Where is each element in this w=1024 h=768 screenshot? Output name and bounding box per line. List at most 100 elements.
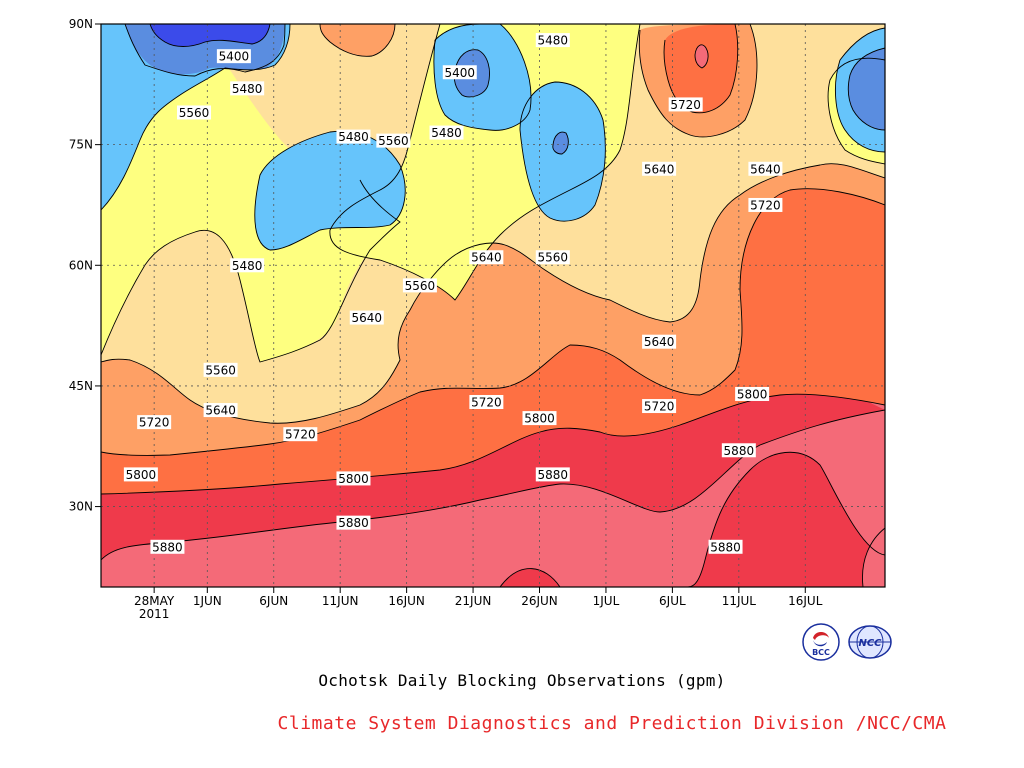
contour-label-box (216, 49, 251, 64)
contour-label-text: 5640 (644, 162, 675, 176)
contour-label: 5400 (216, 49, 251, 64)
contour-label-text: 5560 (538, 251, 569, 265)
contour-label-box (336, 515, 371, 530)
contour-label-text: 5560 (179, 106, 210, 120)
contour-label-text: 5800 (524, 412, 555, 426)
contour-label-text: 5400 (445, 66, 476, 80)
contour-label-box (336, 471, 371, 486)
chart-credit: Climate System Diagnostics and Predictio… (277, 713, 947, 734)
band-5720 (320, 24, 395, 57)
contour-label: 5560 (376, 133, 411, 148)
contour-label-box (177, 105, 212, 120)
contour-label-text: 5640 (750, 162, 781, 176)
contour-label-box (708, 539, 743, 554)
contour-label-text: 5880 (724, 444, 755, 458)
contour-label-text: 5480 (431, 126, 462, 140)
contour-label: 5480 (230, 81, 265, 96)
y-tick-label: 75N (69, 138, 93, 152)
contour-label-text: 5720 (471, 396, 502, 410)
contour-label: 5800 (735, 386, 770, 401)
contour-label: 5640 (748, 161, 783, 176)
contour-label-box (376, 133, 411, 148)
contour-label-box (230, 81, 265, 96)
contour-label-text: 5640 (351, 311, 382, 325)
x-tick-label: 16JUL (788, 594, 823, 608)
contour-label: 5800 (123, 467, 158, 482)
contour-label: 5560 (402, 278, 437, 293)
contour-label-box (150, 539, 185, 554)
ncc-logo-text: NCC (858, 638, 882, 649)
contour-label: 5640 (642, 334, 677, 349)
band-5480 (254, 131, 406, 250)
x-tick-label: 26JUN (521, 594, 558, 608)
contour-label: 5800 (336, 471, 371, 486)
contour-label-box (402, 278, 437, 293)
contour-label: 5480 (429, 125, 464, 140)
band-5880 (695, 44, 709, 68)
contour-label: 5400 (442, 65, 477, 80)
x-tick-label: 1JUL (593, 594, 620, 608)
contour-label: 5720 (469, 395, 504, 410)
contour-label-text: 5880 (338, 516, 369, 530)
y-tick-label: 60N (69, 258, 93, 272)
bcc-logo-text: BCC (812, 648, 830, 657)
contour-label-box (748, 161, 783, 176)
contour-label: 5480 (535, 33, 570, 48)
contour-label-box (522, 411, 557, 426)
contour-label-box (469, 395, 504, 410)
contour-label-text: 5720 (285, 428, 316, 442)
contour-label: 5720 (642, 399, 677, 414)
contour-label-box (203, 362, 238, 377)
contour-label: 5880 (721, 443, 756, 458)
band-5800 (664, 24, 738, 113)
contour-label-text: 5400 (219, 50, 250, 64)
contour-label-text: 5480 (232, 259, 263, 273)
contour-label: 5720 (137, 415, 172, 430)
contour-label-text: 5560 (205, 363, 236, 377)
contour-label: 5880 (150, 539, 185, 554)
contour-label: 5560 (535, 250, 570, 265)
plot-frame (100, 23, 886, 588)
contour-label: 5880 (535, 467, 570, 482)
contour-label-text: 5480 (538, 34, 569, 48)
x-tick-label: 21JUN (455, 594, 492, 608)
contour-label-text: 5880 (710, 540, 741, 554)
contour-label: 5720 (283, 427, 318, 442)
contour-label-box (535, 467, 570, 482)
contour-label-text: 5560 (405, 279, 436, 293)
contour-label-box (442, 65, 477, 80)
y-tick-label: 30N (69, 500, 93, 514)
contour-label-box (721, 443, 756, 458)
contour-label-box (535, 33, 570, 48)
contour-fill-layer (101, 24, 885, 587)
contour-label-box (283, 427, 318, 442)
contour-label-text: 5880 (152, 540, 183, 554)
contour-label-box (642, 399, 677, 414)
contour-label-box (336, 129, 371, 144)
contour-label-box (203, 403, 238, 418)
contour-label-box (535, 250, 570, 265)
contour-label-text: 5560 (378, 134, 409, 148)
contour-label-text: 5720 (644, 400, 675, 414)
band-5400 (848, 48, 885, 130)
contour-label: 5880 (708, 539, 743, 554)
contour-label-box (642, 334, 677, 349)
contour-labels: 5400 5480 5560 5480 5560 5400 5480 5480 5720 5640… (123, 33, 783, 554)
contour-label: 5480 (336, 129, 371, 144)
contour-label-text: 5640 (471, 251, 502, 265)
x-year-label: 2011 (139, 607, 170, 621)
grid-lines (101, 24, 885, 587)
contour-label-text: 5720 (670, 98, 701, 112)
x-tick-label: 6JUL (659, 594, 686, 608)
contour-label-text: 5880 (538, 468, 569, 482)
contour-label-box (230, 258, 265, 273)
contour-label-text: 5480 (232, 82, 263, 96)
contour-label-text: 5800 (338, 472, 369, 486)
contour-label-text: 5720 (750, 198, 781, 212)
y-tick-label: 45N (69, 379, 93, 393)
contour-label-box (748, 197, 783, 212)
contour-label: 5720 (668, 97, 703, 112)
contour-label: 5720 (748, 197, 783, 212)
band-5400 (552, 132, 569, 154)
